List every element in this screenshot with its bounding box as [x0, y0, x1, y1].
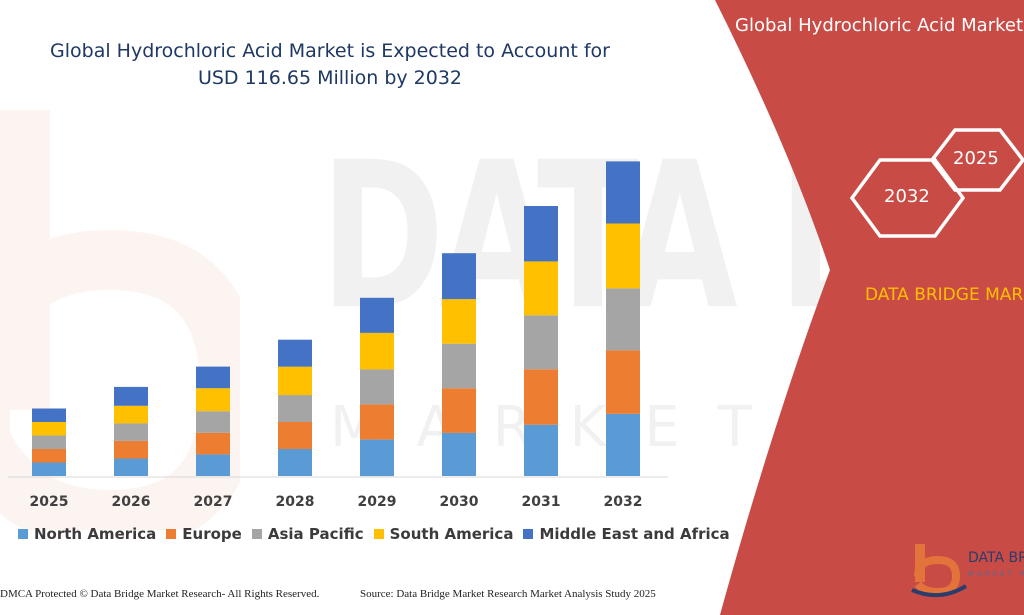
bar-segment-2032-north-america	[606, 413, 640, 476]
legend-swatch	[373, 529, 384, 539]
bar-segment-2025-asia-pacific	[32, 435, 66, 449]
bar-segment-2028-south-america	[278, 366, 312, 396]
legend-item: Asia Pacific	[251, 525, 364, 543]
legend-label: North America	[34, 525, 157, 543]
bar-segment-2031-europe	[524, 369, 558, 425]
bar-segment-2025-south-america	[32, 422, 66, 436]
bar-segment-2032-europe	[606, 350, 640, 414]
logo-subtext: MARKET RESEARCH	[968, 570, 1024, 578]
legend-item: North America	[18, 525, 156, 543]
x-tick-label: 2031	[522, 494, 561, 510]
bar-segment-2027-south-america	[196, 388, 230, 412]
bar-segment-2029-europe	[360, 404, 394, 440]
bar-segment-2026-asia-pacific	[114, 423, 148, 441]
legend-swatch	[523, 529, 534, 539]
legend-item: Europe	[166, 525, 242, 543]
bar-segment-2029-south-america	[360, 332, 394, 370]
bar-segment-2031-south-america	[524, 261, 558, 316]
bar-segment-2025-middle-east-and-africa	[32, 408, 66, 422]
bar-segment-2028-europe	[278, 422, 312, 449]
legend-swatch	[251, 529, 262, 539]
bar-segment-2030-middle-east-and-africa	[442, 253, 476, 300]
bar-segment-2026-south-america	[114, 405, 148, 424]
bar-segment-2030-north-america	[442, 432, 476, 476]
bar-segment-2028-north-america	[278, 449, 312, 476]
x-tick-label: 2032	[604, 494, 643, 510]
bar-segment-2026-middle-east-and-africa	[114, 386, 148, 406]
bar-segment-2030-europe	[442, 388, 476, 433]
bar-segment-2029-north-america	[360, 439, 394, 477]
bar-segment-2032-south-america	[606, 223, 640, 289]
legend-item: Middle East and Africa	[523, 525, 730, 543]
panel-shape	[715, 0, 1024, 615]
legend-swatch	[166, 529, 177, 539]
bar-segment-2026-europe	[114, 440, 148, 459]
hexagon-2032	[849, 158, 966, 238]
bar-segment-2031-asia-pacific	[524, 315, 558, 370]
brand-name: DATA BRIDGE MARKET RESEARCH	[865, 285, 1024, 305]
panel-title: Global Hydrochloric Acid Market, By Regi…	[735, 15, 1024, 36]
bar-segment-2031-north-america	[524, 424, 558, 476]
bar-segment-2029-asia-pacific	[360, 369, 394, 405]
bar-segment-2028-asia-pacific	[278, 395, 312, 422]
bar-segment-2027-europe	[196, 432, 230, 455]
x-tick-label: 2026	[112, 494, 151, 510]
chart-title: Global Hydrochloric Acid Market is Expec…	[50, 40, 610, 89]
bar-segment-2026-north-america	[114, 458, 148, 476]
bar-segment-2030-asia-pacific	[442, 343, 476, 389]
bar-segment-2028-middle-east-and-africa	[278, 339, 312, 367]
logo-text: DATA BRIDGE	[968, 550, 1024, 566]
bar-segment-2025-north-america	[32, 462, 66, 476]
x-tick-label: 2029	[358, 494, 397, 510]
legend-label: Asia Pacific	[267, 525, 364, 543]
legend-label: South America	[389, 525, 514, 543]
bar-segment-2032-asia-pacific	[606, 288, 640, 351]
bar-segment-2027-north-america	[196, 454, 230, 476]
bar-segment-2027-asia-pacific	[196, 411, 230, 433]
bar-segment-2027-middle-east-and-africa	[196, 366, 230, 389]
source-footer: Source: Data Bridge Market Research Mark…	[360, 588, 656, 600]
x-tick-label: 2025	[30, 494, 69, 510]
legend-label: Europe	[182, 525, 242, 543]
bar-segment-2029-middle-east-and-africa	[360, 297, 394, 333]
chart-legend: North America Europe Asia Pacific South Ame…	[18, 525, 740, 543]
bar-segment-2025-europe	[32, 449, 66, 463]
legend-label: Middle East and Africa	[539, 525, 730, 543]
x-tick-label: 2028	[276, 494, 315, 510]
legend-swatch	[18, 529, 28, 539]
bar-segment-2031-middle-east-and-africa	[524, 206, 558, 262]
x-tick-label: 2030	[440, 494, 479, 510]
x-tick-label: 2027	[194, 494, 233, 510]
copyright-footer: DMCA Protected © Data Bridge Market Rese…	[0, 588, 320, 600]
logo-icon	[911, 544, 968, 598]
bar-segment-2030-south-america	[442, 299, 476, 344]
hex-label-2032: 2032	[884, 186, 930, 207]
hexagon-2025	[929, 128, 1024, 192]
bar-segment-2032-middle-east-and-africa	[606, 161, 640, 224]
hex-label-2025: 2025	[953, 148, 999, 169]
stacked-bar-chart: 2025 2026 2027 2028 2029 2030 2031 2032	[8, 161, 668, 510]
legend-item: South America	[373, 525, 514, 543]
